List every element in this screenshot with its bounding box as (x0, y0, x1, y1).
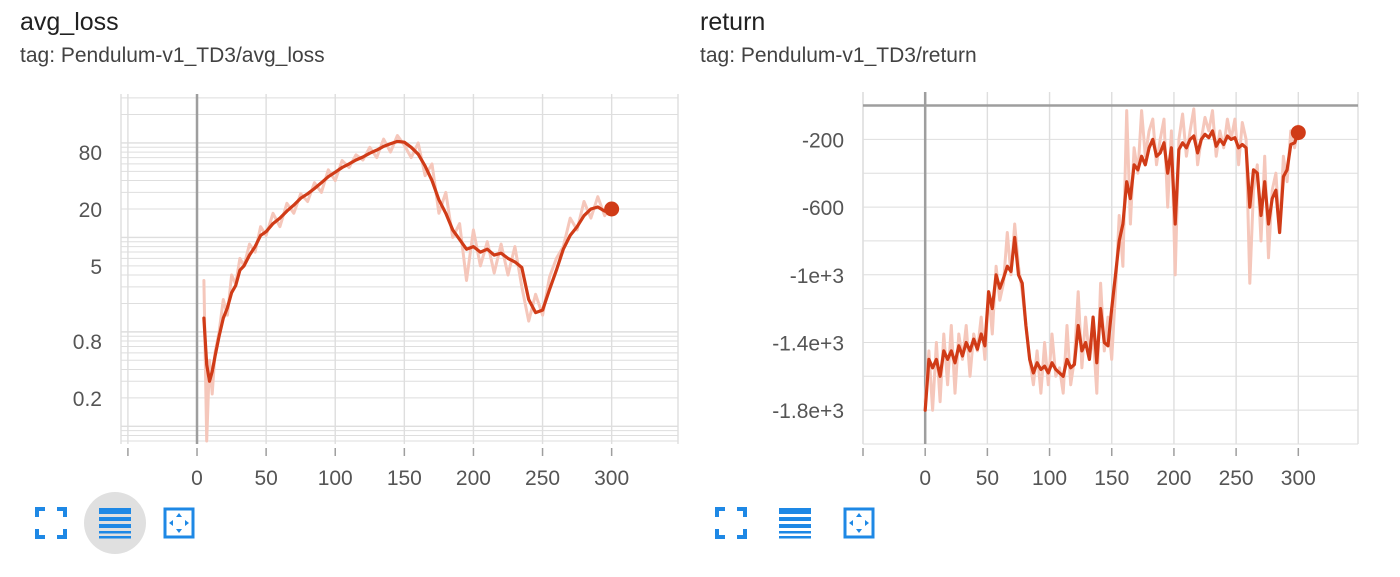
grid (862, 92, 1359, 445)
toggle-log-scale-button[interactable] (84, 492, 146, 554)
x-tick-label: 200 (1156, 467, 1191, 490)
x-tick-label: 50 (254, 467, 277, 490)
y-tick-label: 0.2 (73, 388, 102, 411)
fullscreen-icon (35, 507, 67, 539)
x-tick-label: 100 (318, 467, 353, 490)
x-tick-label: 300 (1281, 467, 1316, 490)
y-axis: 0.2 0.8 5 20 80 (73, 142, 102, 411)
toggle-log-scale-icon (779, 508, 811, 539)
y-tick-label: -600 (802, 197, 844, 220)
avg-loss-plot[interactable]: 0 50 100 150 200 250 300 0.2 0.8 5 20 80 (0, 0, 680, 490)
x-tick-label: 0 (191, 467, 203, 490)
return-plot[interactable]: 0 50 100 150 200 250 300 -200 -600 -1e+3 -1.4e+3 -1… (680, 0, 1360, 490)
x-tick-label: 100 (1032, 467, 1067, 490)
smoothed-series-line (202, 139, 614, 383)
x-tick-label: 150 (1094, 467, 1129, 490)
x-axis: 0 50 100 150 200 250 300 (862, 448, 1316, 490)
chart-card-avg-loss: avg_loss tag: Pendulum-v1_TD3/avg_loss 0… (0, 0, 680, 577)
y-tick-label: -1.4e+3 (772, 332, 844, 355)
fullscreen-icon (715, 507, 747, 539)
chart-title: return (700, 8, 766, 36)
y-tick-label: 5 (90, 256, 102, 279)
y-tick-label: 0.8 (73, 331, 102, 354)
y-axis: -200 -600 -1e+3 -1.4e+3 -1.8e+3 (772, 129, 844, 423)
x-tick-label: 50 (976, 467, 999, 490)
x-axis: 0 50 100 150 200 250 300 (127, 448, 629, 490)
y-tick-label: -1e+3 (790, 265, 844, 288)
toggle-log-scale-icon (99, 508, 131, 539)
chart-card-return: return tag: Pendulum-v1_TD3/return 0 50 10… (680, 0, 1360, 577)
fit-domain-button[interactable] (828, 492, 890, 554)
x-tick-label: 250 (1219, 467, 1254, 490)
fullscreen-button[interactable] (700, 492, 762, 554)
y-tick-label: -200 (802, 129, 844, 152)
y-tick-label: 20 (79, 199, 102, 222)
y-tick-label: -1.8e+3 (772, 400, 844, 423)
last-point-marker (1290, 125, 1306, 141)
chart-toolbar (700, 492, 900, 554)
x-tick-label: 200 (456, 467, 491, 490)
fullscreen-button[interactable] (20, 492, 82, 554)
fit-domain-button[interactable] (148, 492, 210, 554)
x-tick-label: 250 (525, 467, 560, 490)
x-tick-label: 0 (919, 467, 931, 490)
chart-tag: tag: Pendulum-v1_TD3/return (700, 44, 977, 67)
chart-tag: tag: Pendulum-v1_TD3/avg_loss (20, 44, 325, 67)
last-point-marker (604, 201, 620, 217)
fit-domain-icon (843, 507, 875, 539)
y-tick-label: 80 (79, 142, 102, 165)
x-tick-label: 300 (594, 467, 629, 490)
toggle-log-scale-button[interactable] (764, 492, 826, 554)
chart-title: avg_loss (20, 8, 119, 36)
x-tick-label: 150 (387, 467, 422, 490)
fit-domain-icon (163, 507, 195, 539)
smoothed-series-line (923, 129, 1300, 412)
chart-toolbar (20, 492, 220, 554)
